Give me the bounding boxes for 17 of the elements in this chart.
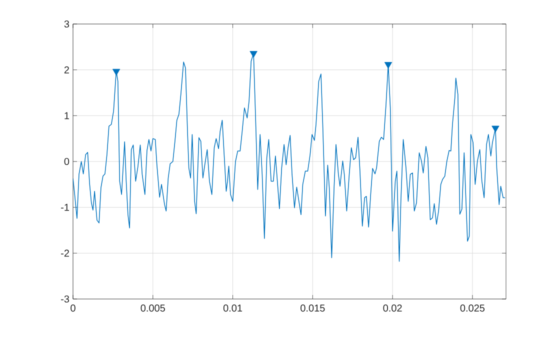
y-tick-label: -2 (61, 250, 69, 257)
y-tick-label: 2 (64, 66, 69, 74)
x-tick-label: 0.015 (300, 304, 325, 312)
x-tick-label: 0.025 (460, 304, 485, 312)
point (250, 51, 258, 58)
point (112, 68, 120, 76)
y-tick-label: -3 (61, 295, 70, 303)
y-tick-label: -1 (61, 204, 69, 211)
x-tick-label: 0.02 (383, 304, 402, 312)
y-tick-label: 1 (64, 112, 69, 120)
x-tick-label: 0.005 (140, 304, 165, 312)
point (492, 126, 500, 132)
y-tick-label: 3 (64, 20, 70, 28)
x-tick-label: 0 (70, 304, 76, 312)
point (384, 62, 392, 69)
y-tick-label: 0 (64, 158, 70, 166)
x-tick-label: 0.01 (223, 304, 242, 312)
